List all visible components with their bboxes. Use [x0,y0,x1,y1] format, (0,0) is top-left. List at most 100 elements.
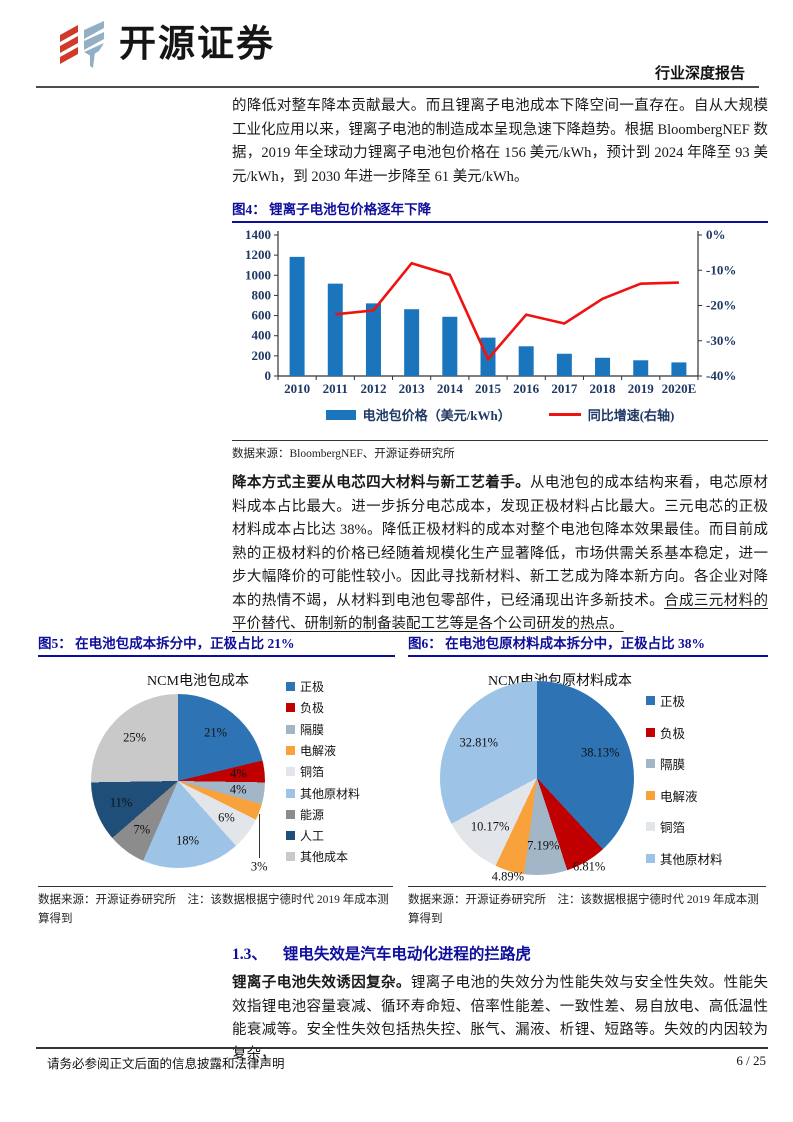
figure6-title-rule [408,655,768,657]
axis-tick-label: 600 [252,308,272,323]
section-title: 锂电失效是汽车电动化进程的拦路虎 [282,946,531,963]
battery-price-chart: 0 200 400 600 800 1000 1200 1400 0% -10% -20% -30% -… [245,227,736,396]
pie-slice-label: 4% [230,766,247,781]
report-type-label: 行业深度报告 [654,66,745,82]
figure6: 图6： 在电池包原材料成本拆分中，正极占比 38% NCM电池包原材料成本 38… [408,632,768,925]
pie-slice-label: 18% [176,833,200,848]
price-bar-2018 [595,357,611,376]
axis-tick-label: 2011 [323,381,348,396]
axis-tick-label: 2015 [475,381,502,396]
figure4-source-rule [232,440,768,441]
pie-swatch-icon [286,703,295,713]
price-bar-2013 [404,309,420,376]
price-bar-2010 [289,256,305,376]
paragraph-body: 锂离子电池的失效分为性能失效与安全性失效。性能失效指锂电池容量衰减、循环寿命短、… [232,975,769,1062]
price-bar-2012 [365,303,381,376]
figure5-source: 数据来源：开源证券研究所 注：该数据根据宁德时代 2019 年成本测算得到 [38,894,389,925]
kaiyuan-logo-icon [60,21,104,68]
pie-legend-label: 其他成本 [300,850,349,865]
axis-tick-label: 0 [265,368,272,383]
figure5-chart-title: NCM电池包成本 [147,674,249,689]
axis-tick-label: -30% [706,333,736,348]
pie-circle [91,694,265,868]
price-bar-2017 [556,353,572,376]
figure6-caption-rule [408,886,766,887]
pie-swatch-icon [286,745,295,755]
pie-slice-label: 4.89% [491,869,524,884]
pie-legend-item: 电解液 [286,742,336,759]
axis-tick-label: 0% [706,227,726,242]
figure4-title-rule [232,221,768,223]
paragraph-lead: 锂离子电池失效诱因复杂。 [232,975,411,991]
pie-legend-label: 电解液 [300,743,337,758]
pie-slice-label: 7% [133,822,151,837]
pie-legend-item: 正极 [646,691,685,710]
pie-legend-item: 人工 [286,827,324,844]
legend-item: 同比增速(右轴) [548,405,675,424]
pie-legend-label: 铜箔 [300,765,325,780]
pie-legend-item: 电解液 [646,786,698,805]
axis-tick-label: 2012 [360,381,386,396]
pie-swatch-icon [646,727,655,737]
axis-tick-label: 2014 [437,381,464,396]
pie-legend-item: 隔膜 [646,754,685,773]
pie-legend-label: 能源 [300,807,325,822]
pie-slice-label: 25% [123,730,147,745]
axis-tick-label: 2010 [284,381,310,396]
section-number: 1.3、 [232,946,267,963]
pie-legend-label: 隔膜 [300,722,325,737]
pie-legend-item: 铜箔 [286,763,324,780]
footer-disclaimer: 请务必参阅正文后面的信息披露和法律声明 [47,1057,285,1071]
page-number: 6 / 25 [736,1053,766,1068]
pie-slice-label: 6.81% [572,859,606,874]
brand-name: 开源证券 [119,23,275,65]
label-leader-line [259,814,261,859]
pie-legend-label: 正极 [300,680,325,694]
axis-tick-label: 2016 [513,381,540,396]
pie-legend-label: 负极 [300,701,325,716]
axis-tick-label: 1400 [245,227,271,242]
axis-tick-label: -40% [706,368,736,383]
line-swatch-icon [548,413,581,416]
chart-legend: 电池包价格（美元/kWh） 同比增速(右轴) [232,405,768,424]
pie-legend-label: 铜箔 [660,821,686,836]
legend-label: 同比增速(右轴) [587,408,675,423]
pie-legend-item: 其他原材料 [646,849,723,868]
section-1-3-heading: 1.3、 锂电失效是汽车电动化进程的拦路虎 [232,942,531,964]
figure5: 图5： 在电池包成本拆分中，正极占比 21% NCM电池包成本 21% 4% 4% 3… [38,632,395,925]
pie-swatch-icon [286,682,295,691]
pie-legend-item: 负极 [646,723,685,742]
yoy-growth-line [335,261,679,362]
axis-tick-label: 800 [252,287,272,302]
axis-tick-label: -10% [706,262,736,277]
pie-slice-label: 3% [250,859,268,874]
brand-logo: 开源证券 [57,18,275,70]
failure-paragraph: 锂离子电池失效诱因复杂。锂离子电池的失效分为性能失效与安全性失效。性能失效指锂电… [232,972,768,1066]
pie-slice-label: 4% [229,782,247,797]
pie-legend-item: 负极 [286,699,324,716]
pie-slice-label: 6% [218,810,235,825]
price-bar-2011 [327,283,343,376]
axis-tick-label: 2020E [662,381,697,396]
pie-legend-item: 其他成本 [286,848,348,865]
pie-swatch-icon [286,724,295,734]
figure4-title: 图4： 锂离子电池包价格逐年下降 [232,202,432,217]
pie-legend-item: 隔膜 [286,721,324,738]
pie-slice-label: 38.13% [580,745,620,760]
pie-circle [440,681,634,875]
pie-legend-label: 隔膜 [660,758,686,773]
pie-swatch-icon [286,809,295,819]
pie-legend-item: 其他原材料 [286,785,360,802]
pie-legend-item: 能源 [286,806,324,823]
figure5-title: 图5： 在电池包成本拆分中，正极占比 21% [38,636,295,651]
pie-legend-label: 其他原材料 [300,786,361,801]
price-bar-2014 [442,316,458,376]
bar-swatch-icon [325,409,356,420]
pie-swatch-icon [646,790,655,800]
pie-legend-label: 负极 [660,726,686,741]
axis-tick-label: 2013 [399,381,426,396]
pie-legend-label: 其他原材料 [660,853,723,867]
cost-reduction-paragraph: 降本方式主要从电芯四大材料与新工艺着手。从电池包的成本结构来看，电芯原材料成本占… [232,472,768,637]
figure6-pie-chart: NCM电池包原材料成本 38.13% 6.81% 7.19% 4.89% 10.17% 3… [408,662,768,886]
